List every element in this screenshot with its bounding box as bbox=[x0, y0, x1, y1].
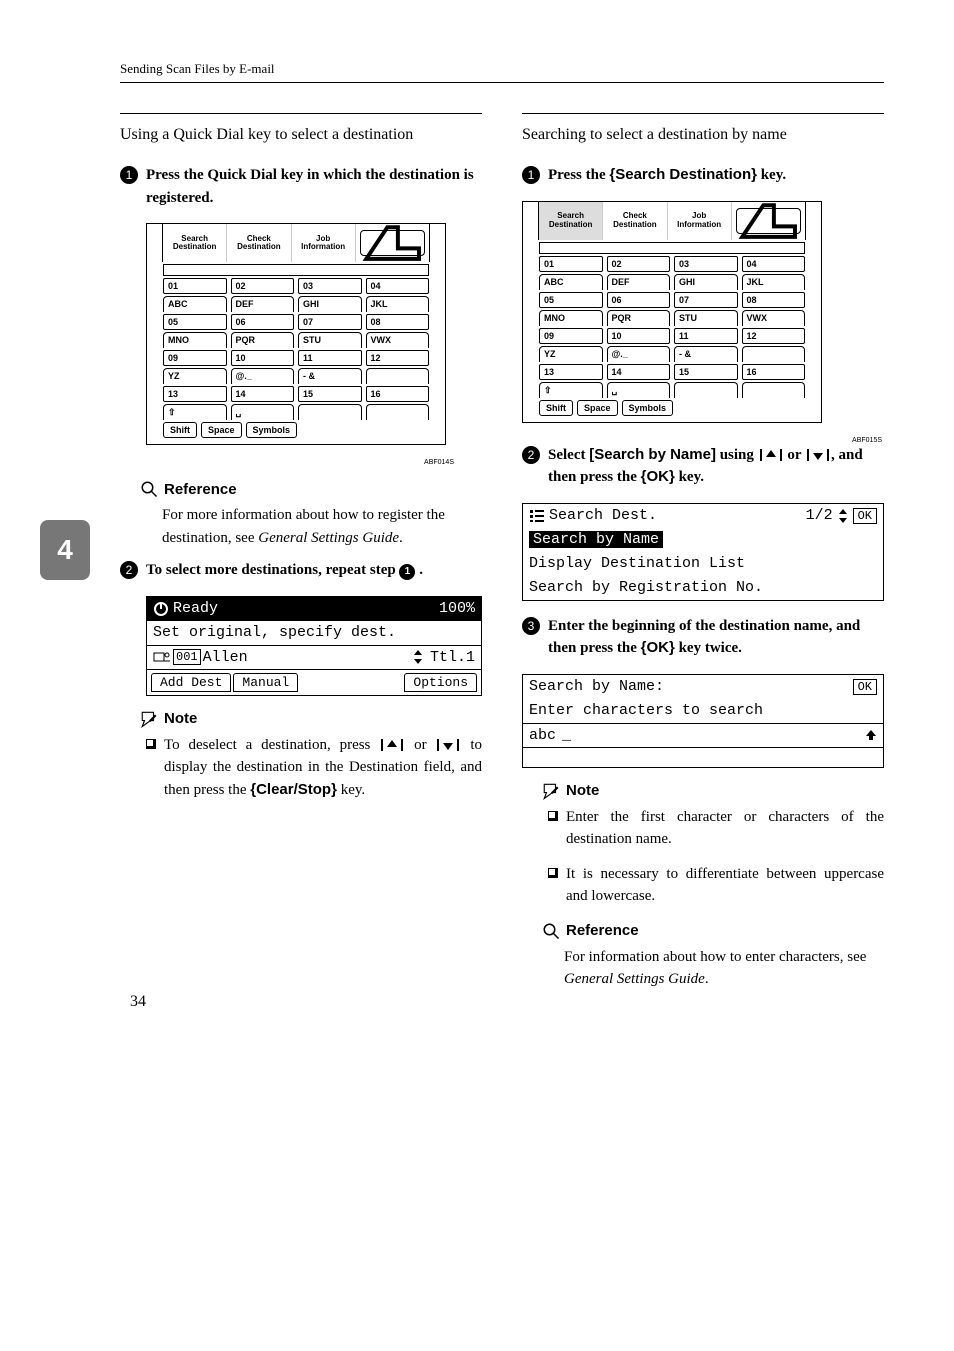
left-step-1-text: Press the Quick Dial key in which the de… bbox=[146, 164, 482, 209]
right-column: Searching to select a destination by nam… bbox=[522, 113, 884, 1001]
dest-icon bbox=[153, 650, 171, 664]
right-step-2: 2 Select [Search by Name] using or , and… bbox=[522, 444, 884, 489]
page-header: Sending Scan Files by E-mail bbox=[120, 60, 884, 83]
list-icon bbox=[529, 509, 545, 523]
note-icon bbox=[140, 710, 158, 728]
reference-text-left: For more information about how to regist… bbox=[162, 504, 482, 549]
keypad-figure-right: SearchDestination CheckDestination JobIn… bbox=[522, 201, 822, 423]
lcd-search-dest: Search Dest. 1/2 OK Search by Name Displ… bbox=[522, 503, 884, 601]
shift-icon bbox=[865, 729, 877, 741]
reference-heading-left: Reference bbox=[140, 480, 482, 498]
section-rule bbox=[120, 113, 482, 114]
right-step-1-text: Press the {Search Destination} key. bbox=[548, 164, 786, 187]
lcd-ready: Ready 100% Set original, specify dest. 0… bbox=[146, 596, 482, 696]
note-bullet-2: It is necessary to differentiate between… bbox=[548, 863, 884, 908]
right-heading: Searching to select a destination by nam… bbox=[522, 124, 884, 146]
note-icon bbox=[542, 782, 560, 800]
reference-icon bbox=[140, 480, 158, 498]
step-badge-1r: 1 bbox=[522, 166, 540, 184]
left-heading: Using a Quick Dial key to select a desti… bbox=[120, 124, 482, 146]
breadcrumb: Sending Scan Files by E-mail bbox=[120, 61, 275, 76]
right-step-3: 3 Enter the beginning of the destination… bbox=[522, 615, 884, 660]
reference-icon bbox=[542, 922, 560, 940]
left-column: Using a Quick Dial key to select a desti… bbox=[120, 113, 482, 1001]
step-badge-1: 1 bbox=[120, 166, 138, 184]
note-bullet-1: Enter the first character or characters … bbox=[548, 806, 884, 851]
section-rule-right bbox=[522, 113, 884, 114]
step-badge-2r: 2 bbox=[522, 446, 540, 464]
chapter-number: 4 bbox=[57, 534, 73, 566]
chapter-tab: 4 bbox=[40, 520, 90, 580]
left-step-1: 1 Press the Quick Dial key in which the … bbox=[120, 164, 482, 209]
left-step-2: 2 To select more destinations, repeat st… bbox=[120, 559, 482, 582]
right-step-2-text: Select [Search by Name] using or , and t… bbox=[548, 444, 884, 489]
left-step-2-text: To select more destinations, repeat step… bbox=[146, 559, 423, 582]
reference-heading-right: Reference bbox=[542, 922, 884, 940]
note-bullet-left: To deselect a destination, press or to d… bbox=[146, 734, 482, 802]
keypad-figure-left: SearchDestination CheckDestination JobIn… bbox=[146, 223, 446, 445]
figure-caption-right: ABF015S bbox=[522, 437, 882, 444]
note-heading-right: Note bbox=[542, 782, 884, 800]
step-badge-3r: 3 bbox=[522, 617, 540, 635]
right-step-3-text: Enter the beginning of the destination n… bbox=[548, 615, 884, 660]
figure-caption-left: ABF014S bbox=[120, 459, 454, 466]
page-number: 34 bbox=[130, 993, 146, 1011]
right-step-1: 1 Press the {Search Destination} key. bbox=[522, 164, 884, 187]
note-heading-left: Note bbox=[140, 710, 482, 728]
step-badge-2: 2 bbox=[120, 561, 138, 579]
power-icon bbox=[153, 601, 169, 617]
lcd-enter-chars: Search by Name: OK Enter characters to s… bbox=[522, 674, 884, 768]
reference-text-right: For information about how to enter chara… bbox=[564, 946, 884, 991]
